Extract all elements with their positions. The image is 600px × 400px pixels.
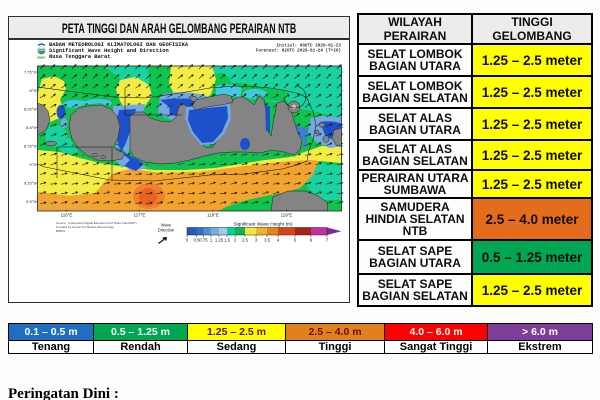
- svg-text:0.75: 0.75: [199, 237, 208, 242]
- svg-text:0.5: 0.5: [193, 237, 199, 242]
- svg-text:4: 4: [276, 237, 279, 242]
- svg-text:116°E: 116°E: [60, 212, 72, 217]
- svg-text:Forecast: 02UTC 2026-01-24 (T+: Forecast: 02UTC 2026-01-24 (T+26): [255, 48, 340, 53]
- svg-text:3.5: 3.5: [264, 237, 270, 242]
- svg-text:9.5°S: 9.5°S: [26, 199, 36, 204]
- svg-text:BMKG: BMKG: [56, 229, 66, 233]
- svg-text:9°S: 9°S: [29, 162, 36, 167]
- svg-text:119°E: 119°E: [280, 212, 292, 217]
- svg-text:8.5°S: 8.5°S: [26, 125, 36, 130]
- svg-text:Wave: Wave: [160, 222, 171, 227]
- svg-text:Initial: 00UTC 2026-01-23: Initial: 00UTC 2026-01-23: [276, 43, 341, 48]
- svg-text:8°S: 8°S: [29, 88, 36, 93]
- svg-text:Significant Wave Height (m): Significant Wave Height (m): [233, 221, 293, 227]
- svg-text:BADAN METEOROLOGI KLIMATOLOGI: BADAN METEOROLOGI KLIMATOLOGI DAN GEOFIS…: [49, 42, 189, 48]
- svg-text:5: 5: [293, 237, 296, 242]
- svg-text:0: 0: [185, 237, 188, 242]
- svg-text:8.25°S: 8.25°S: [23, 106, 35, 111]
- svg-text:Source : Indonesian Digital El: Source : Indonesian Digital Elevation An…: [56, 221, 137, 225]
- svg-text:9.25°S: 9.25°S: [23, 180, 35, 185]
- svg-text:Nusa Tenggara Barat: Nusa Tenggara Barat: [49, 54, 110, 60]
- svg-text:3: 3: [254, 237, 257, 242]
- svg-text:7.75°S: 7.75°S: [23, 69, 35, 74]
- svg-text:2: 2: [233, 237, 236, 242]
- svg-text:117°E: 117°E: [133, 212, 145, 217]
- svg-text:2.5: 2.5: [242, 237, 248, 242]
- svg-text:1.5: 1.5: [224, 237, 230, 242]
- svg-text:6: 6: [309, 237, 312, 242]
- svg-text:Significant Wave Height and Di: Significant Wave Height and Direction: [49, 48, 169, 54]
- svg-text:Direction: Direction: [157, 227, 174, 232]
- svg-text:118°E: 118°E: [207, 212, 219, 217]
- svg-text:8.75°S: 8.75°S: [23, 143, 35, 148]
- svg-text:1: 1: [209, 237, 212, 242]
- svg-text:BMKG: BMKG: [37, 55, 45, 59]
- svg-text:1.25: 1.25: [214, 237, 223, 242]
- svg-text:Created by Center for Marine M: Created by Center for Marine Meteorology: [56, 225, 114, 229]
- svg-text:7: 7: [325, 237, 328, 242]
